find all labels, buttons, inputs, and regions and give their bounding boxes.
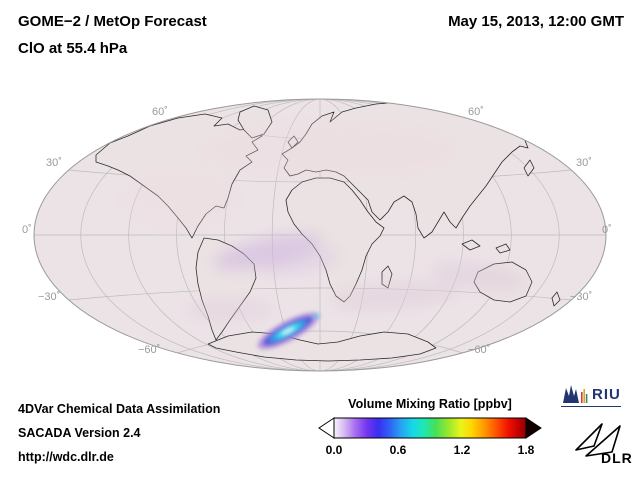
colorbar-left-arrow [318,417,335,439]
colorbar-gradient [333,417,527,439]
colorbar [318,417,542,439]
colorbar-tick-3: 1.8 [517,443,535,457]
lat-label-right-0: 0˚ [602,224,612,236]
lat-label-left-m30: −30˚ [38,291,61,303]
clo-field-tints [120,122,526,322]
lat-label-left-0: 0˚ [22,224,32,236]
page-subtitle: ClO at 55.4 hPa [18,40,128,57]
map-outline [33,98,607,372]
colorbar-right-arrow [525,417,542,439]
colorbar-tick-2: 1.2 [453,443,471,457]
footer-url: http://wdc.dlr.de [18,450,114,464]
lat-label-right-30: 30˚ [576,157,592,169]
riu-logo: RIU [561,384,621,407]
lat-label-right-60: 60˚ [468,106,484,118]
clo-antarctic-plume [257,312,319,350]
indonesia [461,239,481,251]
lat-label-left-m60: −60˚ [138,344,161,356]
colorbar-tick-1: 0.6 [389,443,407,457]
riu-logo-text: RIU [592,385,621,403]
lat-label-right-m30: −30˚ [570,291,593,303]
new-zealand [551,291,561,307]
africa [285,177,385,303]
new-guinea [495,243,511,254]
forecast-datetime: May 15, 2013, 12:00 GMT [448,13,624,30]
dlr-logo-text: DLR [601,450,633,466]
colorbar-title: Volume Mixing Ratio [ppbv] [348,397,512,411]
footer-assimilation-label: 4DVar Chemical Data Assimilation [18,402,221,416]
lat-label-left-60: 60˚ [152,106,168,118]
page-title: GOME−2 / MetOp Forecast [18,13,207,30]
footer-version-label: SACADA Version 2.4 [18,426,141,440]
dlr-emblem-icon [575,423,621,457]
colorbar-tick-0: 0.0 [325,443,343,457]
lat-label-left-30: 30˚ [46,157,62,169]
riu-cathedral-icon [563,385,588,403]
clo-plume-fragment [313,313,319,319]
lat-label-right-m60: −60˚ [468,344,491,356]
japan [523,159,535,177]
